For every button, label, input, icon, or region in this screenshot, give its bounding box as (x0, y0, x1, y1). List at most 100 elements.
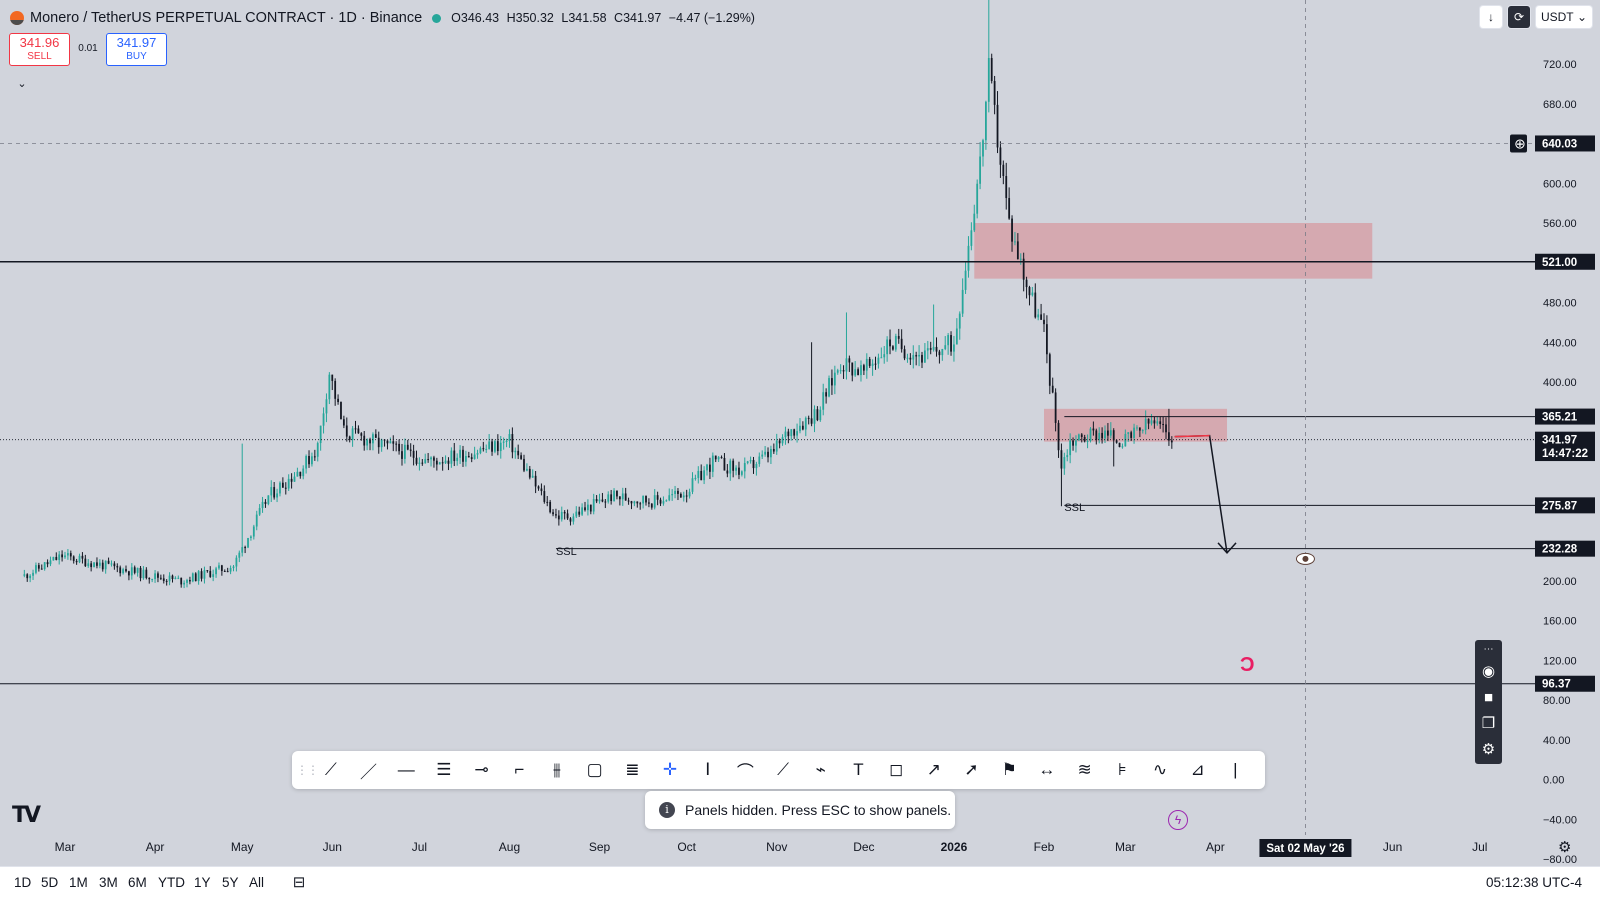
lightning-icon[interactable]: ϟ (1168, 810, 1188, 830)
candle-body (726, 470, 729, 474)
fib-fan-tool[interactable]: ≋ (1077, 760, 1092, 779)
candle-body (842, 370, 845, 372)
comment-tool[interactable]: ◻ (889, 760, 904, 779)
range-1y[interactable]: 1Y (194, 875, 211, 890)
callout-tool[interactable]: ⌐ (514, 760, 525, 779)
candle-body (517, 450, 520, 456)
candle-body (366, 439, 369, 446)
candle-body (880, 357, 883, 359)
candle-body (1048, 354, 1051, 386)
vertical-line-tool[interactable]: | (1233, 760, 1238, 779)
candle-body (450, 450, 453, 464)
candles-tool[interactable]: ⫵ (553, 760, 561, 779)
candle-body (700, 470, 703, 481)
sell-button[interactable]: 341.96 SELL (9, 33, 70, 66)
candle-body (26, 574, 29, 579)
top-right-controls: ↓ ⟳ USDT ⌄ (1480, 6, 1592, 28)
candle-body (1141, 430, 1144, 432)
candle-body (491, 441, 493, 452)
trend-line-tool[interactable]: ⟋ (324, 760, 337, 779)
forecast-tool[interactable]: ∿ (1152, 760, 1168, 779)
tradingview-logo[interactable]: TV (12, 803, 41, 828)
candle-body (438, 462, 441, 465)
range-5y[interactable]: 5Y (222, 875, 239, 890)
range-6m[interactable]: 6M (128, 875, 147, 890)
horizontal-ray-tool[interactable]: ⊸ (474, 760, 489, 779)
long-position-tool[interactable]: ⊧ (1117, 760, 1127, 779)
candle-body (1086, 440, 1089, 442)
arrow-down-icon[interactable]: ↓ (1480, 6, 1502, 28)
candle-body (250, 536, 252, 538)
date-range-tool[interactable]: ↔ (1038, 760, 1056, 779)
chart-settings-gear-icon[interactable]: ⚙ (1558, 839, 1572, 856)
candle-body (1112, 430, 1115, 441)
symbol-title[interactable]: Monero / TetherUS PERPETUAL CONTRACT · 1… (30, 10, 423, 26)
candle-body (212, 574, 215, 577)
candle-body (281, 482, 284, 488)
drag-handle-icon[interactable]: ⋮⋮ (296, 763, 319, 777)
candle-body (1133, 427, 1135, 438)
candle-body (993, 80, 996, 105)
range-all[interactable]: All (249, 875, 265, 890)
candle-body (43, 562, 46, 570)
range-1m[interactable]: 1M (69, 875, 88, 890)
settings-gear-icon[interactable]: ⚙ (1481, 741, 1496, 758)
collapse-chevron-icon[interactable]: ⌄ (17, 78, 27, 90)
screenshot-camera-icon[interactable]: ◉ (1481, 663, 1496, 680)
flag-tool[interactable]: ⚑ (1001, 760, 1017, 779)
crosshair-date-label: Sat 02 May '26 (1266, 843, 1344, 855)
candle-body (662, 501, 665, 504)
candle-body (293, 476, 296, 482)
more-icon[interactable]: ⋯ (1483, 643, 1494, 655)
range-5d[interactable]: 5D (41, 875, 59, 890)
parallel-channel-tool[interactable]: ☰ (436, 760, 452, 779)
calendar-icon[interactable]: ⊟ (292, 874, 306, 891)
candle-body (1159, 421, 1162, 425)
price-label-bg (1535, 540, 1595, 557)
candle-body (194, 573, 197, 582)
elliott-wave-tool[interactable]: ⊿ (1190, 760, 1205, 779)
price-range-tool[interactable]: Ⅰ (705, 760, 711, 779)
text-tool[interactable]: T (853, 760, 864, 779)
candle-body (200, 571, 203, 579)
arrow-marker-tool[interactable]: ➚ (964, 760, 979, 779)
brush-tool[interactable]: ⟋ (777, 760, 790, 779)
path-tool[interactable]: ⌁ (815, 760, 826, 779)
candle-body (1057, 422, 1060, 451)
candle-body (929, 348, 932, 350)
candle-body (990, 58, 993, 81)
candle-body (941, 348, 944, 356)
arrow-tool[interactable]: ↗ (926, 760, 941, 779)
refresh-icon[interactable]: ⟳ (1508, 6, 1530, 28)
candle-body (987, 58, 990, 102)
curve-tool[interactable]: ⌒ (736, 762, 754, 782)
candle-body (592, 499, 595, 512)
video-camera-icon[interactable]: ■ (1483, 688, 1494, 706)
horizontal-line-tool[interactable]: — (397, 760, 415, 779)
candle-body (804, 417, 807, 430)
candle-body (232, 566, 235, 569)
candle-body (1051, 385, 1054, 393)
candle-body (424, 459, 427, 464)
rectangle-tool[interactable]: ▢ (586, 760, 603, 779)
crosshair-tool[interactable]: ✛ (662, 760, 678, 779)
range-1d[interactable]: 1D (14, 875, 32, 890)
range-3m[interactable]: 3M (99, 875, 118, 890)
buy-button[interactable]: 341.97 BUY (106, 33, 167, 66)
candle-body (1130, 432, 1133, 438)
candle-body (584, 507, 586, 511)
ray-tool[interactable]: ／ (360, 762, 378, 782)
candle-body (679, 493, 682, 498)
candle-body (1150, 420, 1153, 424)
layers-icon[interactable]: ❐ (1481, 715, 1496, 732)
buy-price: 341.97 (116, 35, 157, 50)
candle-body (75, 560, 78, 563)
clock[interactable]: 05:12:38 UTC-4 (1485, 875, 1582, 890)
candle-body (93, 562, 95, 568)
fib-retracement-tool[interactable]: ≣ (625, 760, 640, 779)
currency-label: USDT (1540, 10, 1574, 24)
currency-select[interactable]: USDT ⌄ (1536, 6, 1592, 28)
range-ytd[interactable]: YTD (158, 875, 185, 890)
magnet-icon[interactable]: Ͻ (1240, 654, 1255, 676)
